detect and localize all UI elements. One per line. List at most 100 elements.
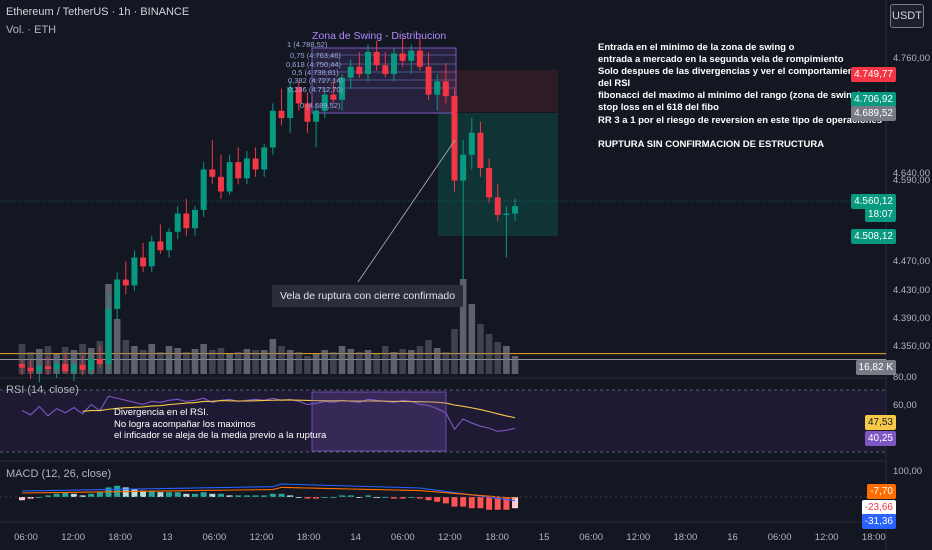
candle-body xyxy=(252,158,259,170)
candle-body xyxy=(44,366,51,370)
rsi-line xyxy=(21,395,516,432)
fib-label: 1 (4.788,52) xyxy=(287,40,328,49)
macd-hist-bar xyxy=(209,493,216,497)
symbol-title: Ethereum / TetherUS · 1h · BINANCE xyxy=(6,6,190,18)
candle-body xyxy=(174,213,181,232)
countdown-tag: 18:07 xyxy=(864,207,896,222)
macd-hist-bar xyxy=(200,492,207,497)
volume-bar xyxy=(234,352,242,374)
macd-hist-bar xyxy=(287,495,294,497)
macd-hist-bar xyxy=(486,497,493,510)
price-tick: 4.640,00 xyxy=(893,168,930,179)
time-tick: 18:00 xyxy=(485,532,509,543)
macd-hist-bar xyxy=(157,492,164,497)
rsi-title: RSI (14, close) xyxy=(6,384,79,396)
fib-label: 0,382 (4.727,14) xyxy=(288,76,344,85)
rsi-value-tag: 40,25 xyxy=(864,431,896,446)
note-line: Solo despues de las divergencias y ver e… xyxy=(598,66,863,78)
volume-title: Vol. · ETH xyxy=(6,24,57,36)
macd-hist-bar xyxy=(477,497,484,509)
volume-bar xyxy=(36,349,43,374)
rsi-note-line: No logra acompañar los maximos xyxy=(114,418,256,430)
note-line: Entrada en el minimo de la zona de swing… xyxy=(598,42,795,53)
volume-bar xyxy=(131,346,138,374)
candle-body xyxy=(166,231,173,251)
currency-button[interactable]: USDT xyxy=(890,4,924,28)
candle-body xyxy=(390,53,397,75)
candle-body xyxy=(339,77,346,100)
macd-hist-bar xyxy=(131,489,138,497)
rsi-tick: 60,00 xyxy=(893,400,917,411)
candle-body xyxy=(96,358,103,364)
volume-bar xyxy=(165,346,173,374)
fib-label: 0,618 (4.750,44) xyxy=(286,60,342,69)
macd-title: MACD (12, 26, close) xyxy=(6,468,112,480)
volume-bar xyxy=(122,340,130,374)
candle-body xyxy=(131,257,138,286)
price-tag-stop: 4.508,12 xyxy=(851,229,896,244)
volume-bar xyxy=(338,346,346,374)
macd-hist-bar xyxy=(27,497,34,499)
macd-hist-bar xyxy=(62,492,69,497)
volume-bar xyxy=(226,354,233,374)
volume-bar xyxy=(157,352,164,374)
candle-body xyxy=(200,169,207,210)
macd-hist-bar xyxy=(339,495,346,497)
rsi-notes: Divergencia en el RSI. No logra acompaña… xyxy=(114,407,326,442)
macd-hist-bar xyxy=(140,490,147,497)
macd-hist-bar xyxy=(70,493,77,497)
price-tag-fib-zero: 4.689,52 xyxy=(851,106,896,121)
candle-body xyxy=(269,110,276,148)
fib-label: 0,5 (4.738,81) xyxy=(292,68,339,77)
note-line: entrada a mercado en la segunda vela de … xyxy=(598,54,844,66)
candle-body xyxy=(347,66,354,78)
macd-hist-bar xyxy=(79,495,86,497)
volume-bar xyxy=(174,348,181,374)
fib-label: 0 (4.689,52) xyxy=(300,101,341,110)
volume-bar xyxy=(511,356,519,374)
candle-body xyxy=(287,87,294,119)
swing-zone-title: Zona de Swing - Distribucion xyxy=(312,30,447,42)
volume-bar xyxy=(113,319,121,374)
volume-bar xyxy=(390,352,398,374)
time-tick: 18:00 xyxy=(673,532,698,543)
volume-bar xyxy=(416,346,424,374)
volume-bar xyxy=(356,352,363,374)
candle-body xyxy=(295,87,302,104)
time-tick: 18:00 xyxy=(108,532,133,543)
volume-bar xyxy=(312,354,320,374)
price-tick: 4.430,00 xyxy=(893,285,930,296)
candle-body xyxy=(114,279,121,309)
stop-zone-box xyxy=(438,70,558,112)
candle-body xyxy=(70,364,77,372)
macd-hist-bar xyxy=(390,497,397,499)
time-tick: 12:00 xyxy=(814,532,839,543)
volume-bar xyxy=(425,340,432,374)
candle-body xyxy=(79,364,86,370)
time-tick: 06:00 xyxy=(14,532,38,543)
macd-hist-bar xyxy=(451,497,458,507)
candle-body xyxy=(140,257,147,267)
volume-tag: 16,82 K xyxy=(855,360,896,375)
macd-hist-bar xyxy=(53,493,60,497)
macd-hist-bar xyxy=(96,492,103,497)
macd-hist-bar xyxy=(183,493,190,497)
time-tick: 12:00 xyxy=(249,532,274,543)
macd-hist-bar xyxy=(252,495,259,497)
candle-body xyxy=(183,213,190,229)
rsi-ma-tag: 47,53 xyxy=(864,415,896,430)
candle-body xyxy=(62,363,69,372)
macd-hist-bar xyxy=(304,497,311,499)
volume-bar xyxy=(433,348,441,374)
candle-body xyxy=(304,103,311,122)
candle-body xyxy=(468,132,475,155)
macd-hist-bar xyxy=(235,495,242,497)
macd-hist-bar xyxy=(269,493,276,497)
macd-hist-bar xyxy=(434,497,441,502)
macd-tick: 100,00 xyxy=(893,466,923,477)
candle-body xyxy=(365,52,371,75)
volume-bar xyxy=(382,346,389,374)
candle-body xyxy=(451,96,458,181)
